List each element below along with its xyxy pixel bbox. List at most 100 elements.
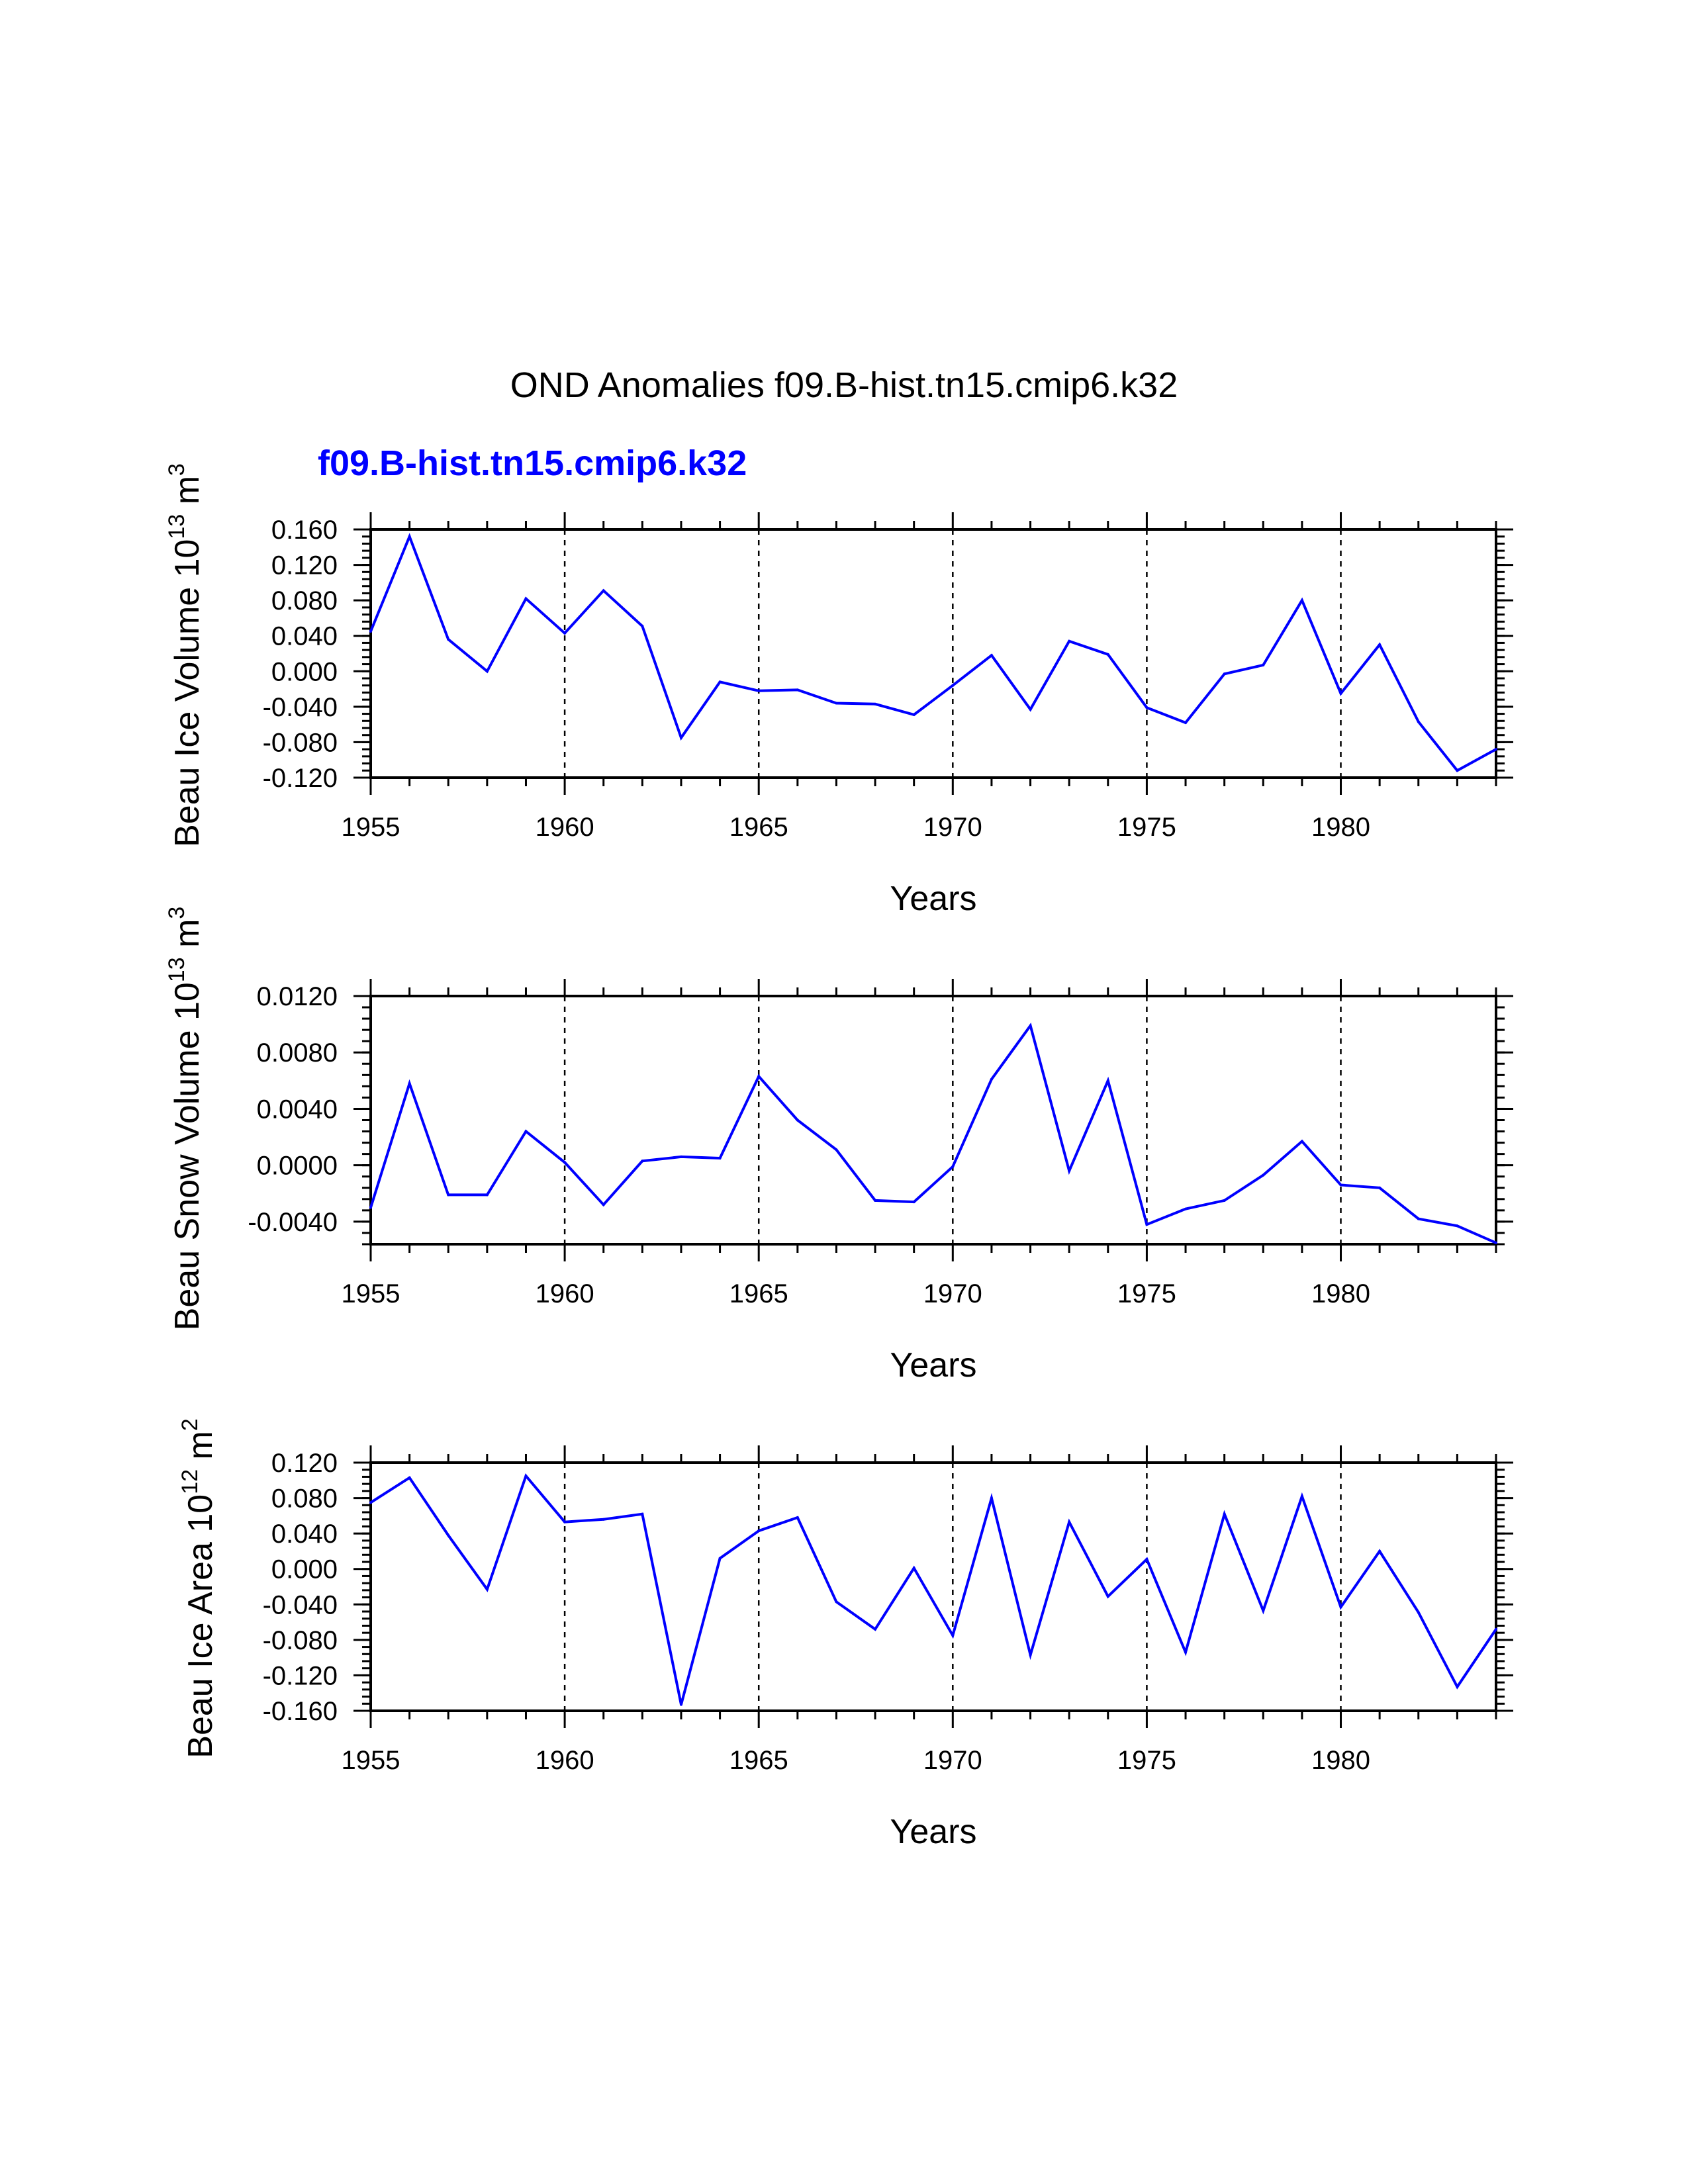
data-point bbox=[369, 630, 372, 633]
data-point bbox=[796, 1516, 799, 1520]
y-axis-title-part: Beau Snow Volume 10 bbox=[168, 982, 207, 1330]
data-point bbox=[1378, 1186, 1382, 1189]
x-axis-title: Years bbox=[890, 1813, 976, 1851]
data-point bbox=[912, 1567, 915, 1570]
x-tick-label: 1960 bbox=[536, 1279, 594, 1308]
subtitle: f09.B-hist.tn15.cmip6.k32 bbox=[318, 443, 747, 483]
y-axis-title-superscript: 3 bbox=[164, 907, 189, 919]
data-point bbox=[1417, 720, 1420, 723]
data-point bbox=[1339, 1606, 1342, 1609]
x-tick-label: 1970 bbox=[923, 813, 982, 842]
data-point bbox=[1456, 1224, 1459, 1228]
data-point bbox=[1300, 1494, 1303, 1498]
data-point bbox=[641, 1512, 644, 1516]
y-tick-label: 0.120 bbox=[271, 551, 338, 580]
data-point bbox=[408, 1082, 411, 1085]
y-tick-label: 0.000 bbox=[271, 1555, 338, 1584]
y-axis-title-part: m bbox=[168, 919, 207, 958]
x-tick-label: 1980 bbox=[1311, 813, 1370, 842]
x-tick-label: 1955 bbox=[342, 1279, 400, 1308]
data-point bbox=[563, 631, 567, 635]
y-tick-label: 0.000 bbox=[271, 657, 338, 686]
data-point bbox=[1378, 643, 1382, 647]
x-tick-label: 1970 bbox=[923, 1746, 982, 1775]
data-point bbox=[1300, 599, 1303, 602]
x-tick-label: 1980 bbox=[1311, 1746, 1370, 1775]
data-point bbox=[1184, 721, 1188, 724]
data-point bbox=[912, 1201, 915, 1204]
y-axis-title-superscript: 13 bbox=[164, 957, 189, 982]
data-point bbox=[1029, 707, 1032, 711]
y-axis-title-superscript: 2 bbox=[177, 1418, 203, 1431]
data-point bbox=[912, 713, 915, 716]
data-point bbox=[679, 736, 682, 739]
y-tick-label: 0.080 bbox=[271, 1484, 338, 1514]
x-tick-label: 1965 bbox=[729, 1279, 788, 1308]
data-point bbox=[485, 670, 489, 673]
y-axis-title-superscript: 12 bbox=[177, 1469, 203, 1494]
data-point bbox=[1145, 1223, 1149, 1226]
data-point bbox=[485, 1588, 489, 1591]
x-tick-label: 1965 bbox=[729, 1746, 788, 1775]
data-point bbox=[679, 1703, 682, 1706]
x-tick-label: 1955 bbox=[342, 1746, 400, 1775]
data-point bbox=[602, 589, 605, 592]
data-point bbox=[1223, 1512, 1226, 1516]
y-tick-label: -0.0040 bbox=[248, 1208, 338, 1237]
y-tick-label: 0.0120 bbox=[257, 982, 338, 1011]
data-point bbox=[524, 1475, 528, 1478]
y-tick-label: 0.120 bbox=[271, 1449, 338, 1478]
x-axis-title: Years bbox=[890, 880, 976, 918]
x-tick-label: 1975 bbox=[1117, 813, 1176, 842]
data-point bbox=[641, 1160, 644, 1163]
data-point bbox=[1106, 653, 1109, 656]
data-point bbox=[1456, 769, 1459, 772]
data-point bbox=[757, 689, 761, 692]
data-point bbox=[641, 624, 644, 627]
y-tick-label: 0.080 bbox=[271, 586, 338, 615]
data-point bbox=[447, 1193, 450, 1197]
x-tick-label: 1975 bbox=[1117, 1279, 1176, 1308]
data-point bbox=[990, 654, 993, 657]
data-point bbox=[524, 1130, 528, 1133]
data-point bbox=[602, 1203, 605, 1206]
chart-panel-1: 1955 1960 1965 1970 1975 1980 0.160 0.120 0.080 0… bbox=[164, 463, 1513, 918]
x-tick-label: 1965 bbox=[729, 813, 788, 842]
data-point bbox=[796, 1118, 799, 1122]
x-tick-label: 1960 bbox=[536, 813, 594, 842]
chart-panel-3: 1955 1960 1965 1970 1975 1980 0.120 0.080 0.040 0… bbox=[177, 1418, 1513, 1851]
chart-panel-2: 1955 1960 1965 1970 1975 1980 0.0120 0.0080 0.00… bbox=[164, 907, 1513, 1385]
data-point bbox=[1068, 1520, 1071, 1524]
data-point bbox=[757, 1529, 761, 1533]
y-tick-label: -0.120 bbox=[263, 1661, 338, 1690]
data-point bbox=[951, 1165, 955, 1168]
data-point bbox=[1262, 1609, 1265, 1612]
y-axis-title-part: Beau Ice Volume 10 bbox=[168, 539, 207, 847]
data-series-line bbox=[369, 1473, 1497, 1706]
data-point bbox=[1262, 1173, 1265, 1177]
data-point bbox=[1029, 1653, 1032, 1657]
data-point bbox=[718, 680, 722, 684]
y-tick-label: 0.0040 bbox=[257, 1095, 338, 1124]
y-axis-title-part: m bbox=[181, 1431, 220, 1469]
data-point bbox=[369, 1206, 372, 1209]
data-point bbox=[1495, 1627, 1497, 1631]
y-axis-title: Beau Snow Volume 1013 m3 bbox=[164, 907, 207, 1331]
plot-frame bbox=[369, 528, 1497, 779]
y-tick-label: 0.160 bbox=[271, 516, 338, 545]
y-axis-title-part: m bbox=[168, 476, 207, 514]
y-tick-label: 0.0000 bbox=[257, 1152, 338, 1181]
data-point bbox=[1184, 1207, 1188, 1210]
data-point bbox=[1106, 1079, 1109, 1082]
y-axis-title-superscript: 3 bbox=[164, 463, 189, 476]
data-point bbox=[757, 1075, 761, 1078]
data-point bbox=[835, 702, 838, 705]
y-tick-label: -0.120 bbox=[263, 764, 338, 793]
data-point bbox=[1495, 1241, 1497, 1244]
y-axis-title: Beau Ice Area 1012 m2 bbox=[177, 1418, 220, 1758]
data-point bbox=[408, 535, 411, 538]
data-point bbox=[369, 1501, 372, 1504]
y-tick-label: -0.160 bbox=[263, 1697, 338, 1726]
y-axis-title-part: Beau Ice Area 10 bbox=[181, 1494, 220, 1758]
